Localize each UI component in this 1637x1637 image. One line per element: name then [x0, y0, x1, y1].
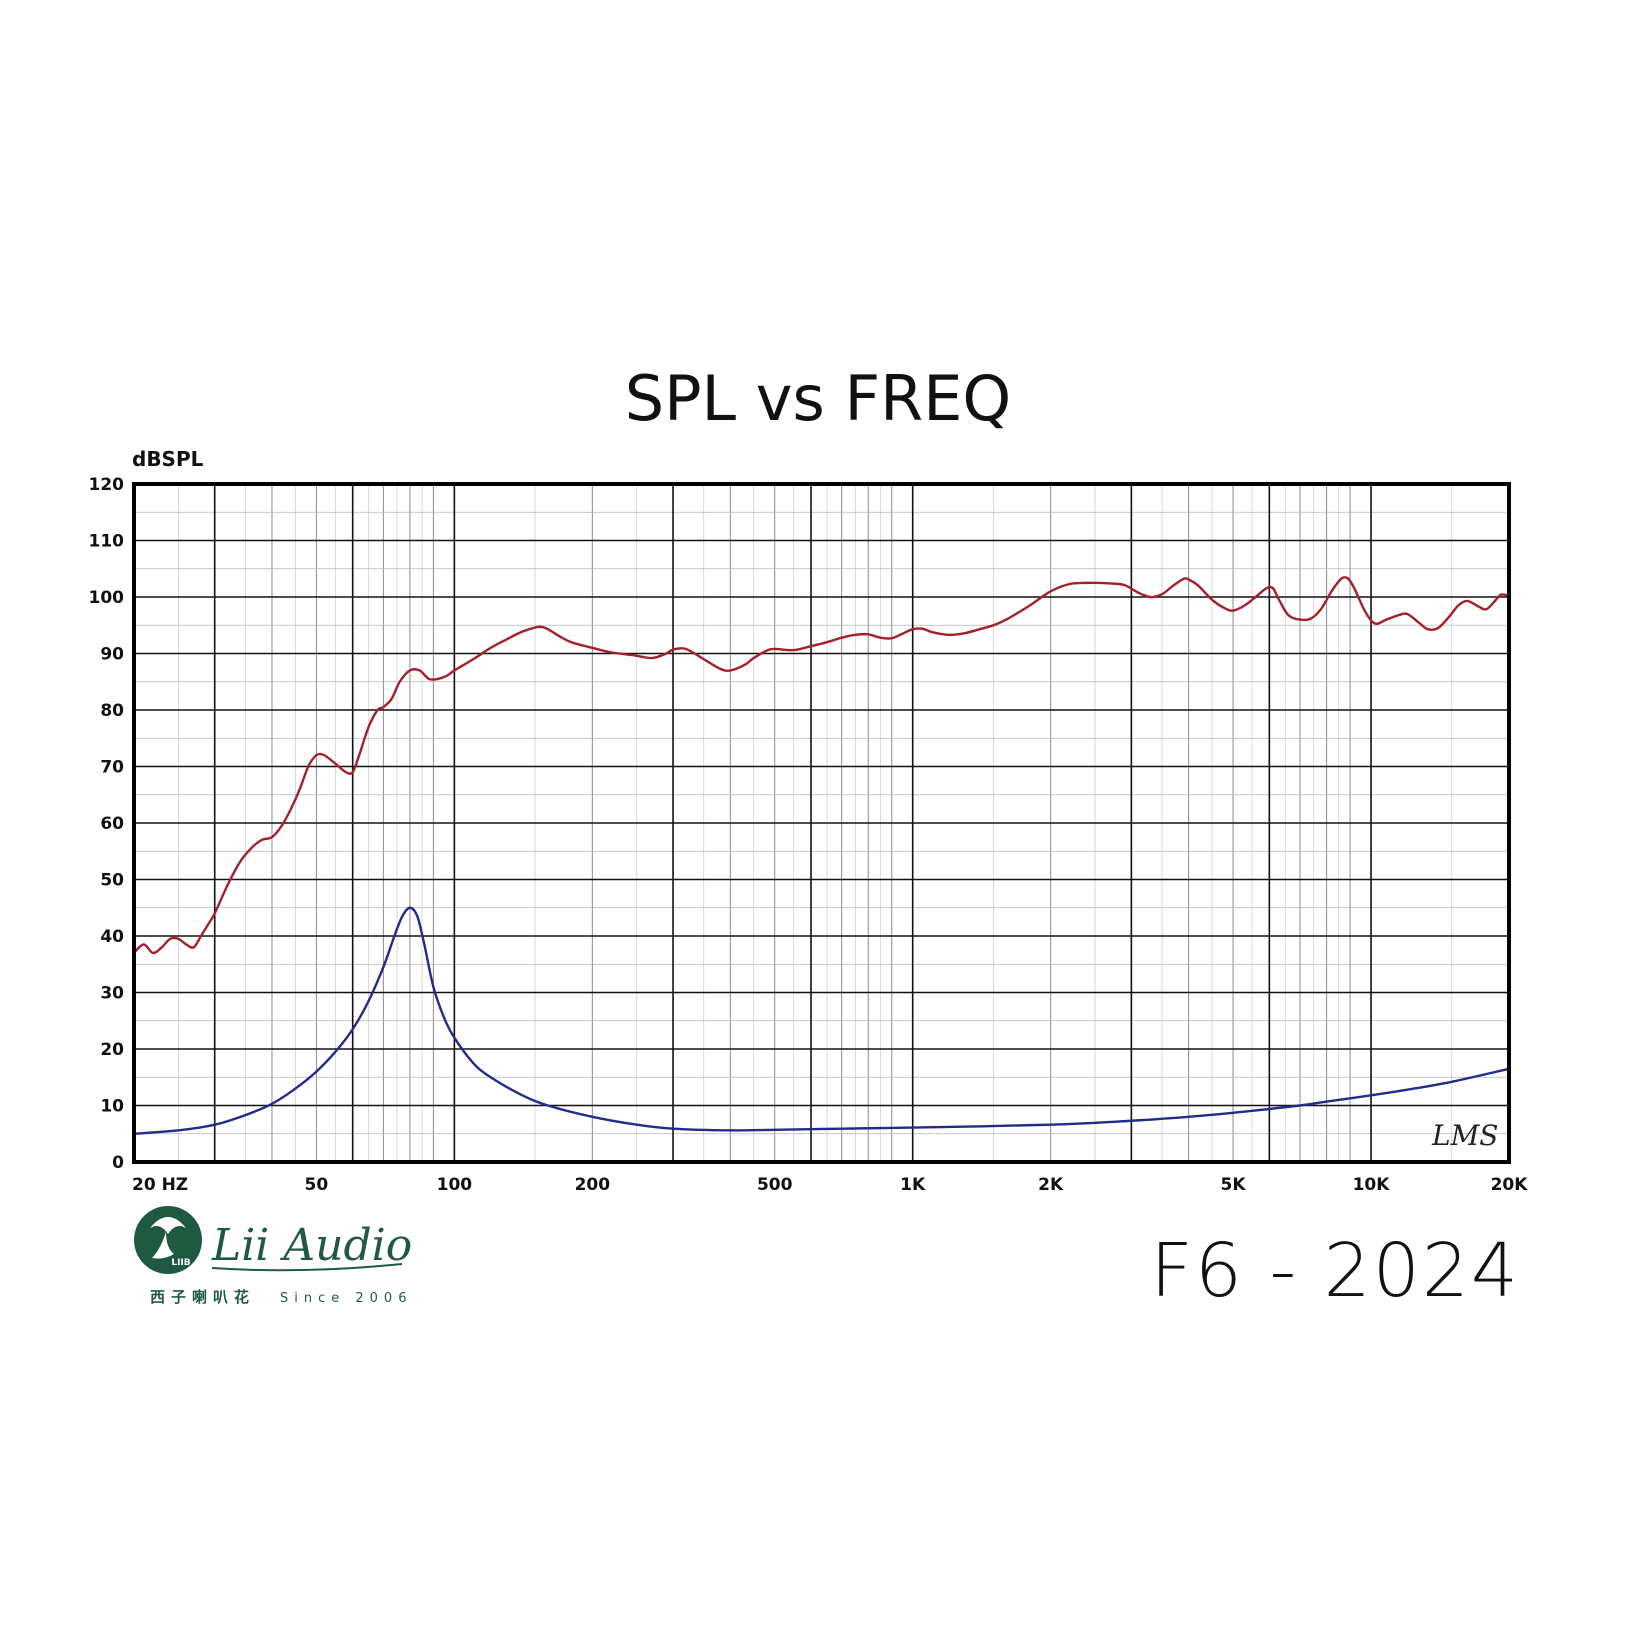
x-tick-labels: 20 HZ 50 100 200 500 1K 2K 5K 10K 20K — [132, 1175, 1528, 1195]
y-tick-label: 80 — [100, 701, 124, 721]
chart-title: SPL vs FREQ — [625, 362, 1011, 435]
x-tick-label: 50 — [305, 1175, 329, 1195]
y-tick-label: 40 — [100, 927, 124, 947]
brand-chinese-name: 西子喇叭花 — [150, 1288, 255, 1306]
y-tick-label: 60 — [100, 814, 124, 834]
x-tick-label: 1K — [900, 1175, 926, 1195]
brand-underline — [211, 1263, 403, 1272]
spl-curve-line — [133, 576, 1510, 955]
flower-icon — [150, 1217, 186, 1234]
y-tick-label: 10 — [100, 1097, 124, 1117]
x-tick-label: 100 — [437, 1175, 473, 1195]
x-tick-label: 2K — [1038, 1175, 1064, 1195]
brand-emblem-icon — [134, 1206, 202, 1274]
y-tick-label: 0 — [112, 1153, 124, 1173]
plot-frame — [132, 482, 1511, 1164]
model-label: F6 - 2024 — [1150, 1228, 1520, 1314]
y-tick-label: 20 — [100, 1040, 124, 1060]
x-tick-label: 5K — [1221, 1175, 1247, 1195]
impedance-curve-line — [133, 906, 1510, 1135]
y-tick-label: 110 — [89, 532, 125, 552]
horn-icon — [152, 1232, 174, 1259]
brand-name: Lii Audio — [211, 1220, 412, 1271]
x-tick-label: 200 — [575, 1175, 611, 1195]
y-axis-label: dBSPL — [132, 447, 204, 471]
y-tick-label: 70 — [100, 758, 124, 778]
x-tick-label: 20K — [1491, 1175, 1529, 1195]
lii-audio-logo: LIIB Lii Audio 西子喇叭花 Since 2006 — [134, 1206, 412, 1306]
y-tick-label: 90 — [100, 645, 124, 665]
series-layer — [133, 576, 1510, 1135]
x-tick-label: 10K — [1353, 1175, 1391, 1195]
grid-major — [134, 483, 1509, 1163]
x-tick-label: 500 — [757, 1175, 793, 1195]
y-tick-label: 100 — [89, 588, 125, 608]
x-tick-label: 20 HZ — [132, 1175, 188, 1195]
y-tick-label: 120 — [89, 475, 125, 495]
y-tick-label: 30 — [100, 984, 124, 1004]
brand-since: Since 2006 — [280, 1291, 412, 1306]
lms-watermark: LMS — [1431, 1119, 1498, 1152]
brand-emblem-text: LIIB — [171, 1258, 190, 1268]
y-tick-labels: 0 10 20 30 40 50 60 70 80 90 100 110 120 — [89, 475, 125, 1173]
y-tick-label: 50 — [100, 871, 124, 891]
